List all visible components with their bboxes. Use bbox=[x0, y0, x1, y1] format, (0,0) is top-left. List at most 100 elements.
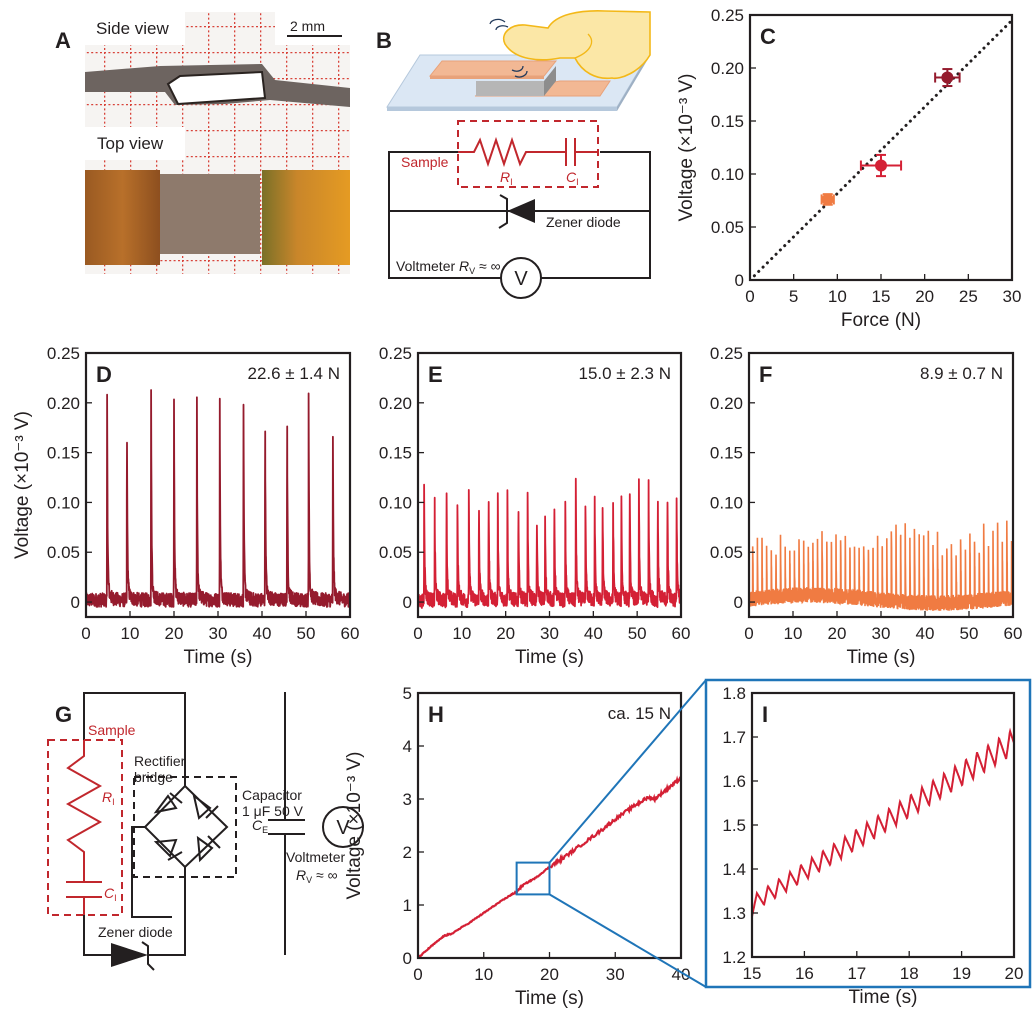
chart-e-ticks: 0 10 20 30 40 50 60 0 0.05 0.10 0.15 0.20 0.25 bbox=[379, 344, 691, 643]
y-tick-label: 0 bbox=[734, 593, 743, 612]
chart-i: 15 16 17 18 19 20 1.2 1.3 1.4 1.5 1.6 1.7 1.8 I Time… bbox=[722, 684, 1023, 1008]
zoom-connector-top bbox=[548, 679, 707, 864]
zener-diode-label: Zener diode bbox=[98, 924, 173, 940]
panel-a: A Side view 2 mm Top view bbox=[55, 12, 350, 274]
y-tick-label: 4 bbox=[403, 737, 412, 756]
x-tick-label: 10 bbox=[452, 624, 471, 643]
y-tick-label: 0 bbox=[735, 271, 744, 290]
y-tick-label: 0 bbox=[403, 949, 412, 968]
x-tick-label: 25 bbox=[959, 287, 978, 306]
chart-i-ticks: 15 16 17 18 19 20 1.2 1.3 1.4 1.5 1.6 1.7 1.8 bbox=[722, 684, 1023, 983]
x-tick-label: 0 bbox=[413, 965, 422, 984]
y-tick-label: 0.05 bbox=[710, 543, 743, 562]
y-tick-label: 2 bbox=[403, 843, 412, 862]
x-tick-label: 18 bbox=[900, 964, 919, 983]
side-view-label-bg bbox=[85, 12, 185, 45]
vibration-mark-icon bbox=[489, 18, 509, 31]
substrate-edge bbox=[387, 107, 617, 111]
rectifier-diodes-icon bbox=[143, 784, 229, 869]
y-tick-label: 0.10 bbox=[710, 493, 743, 512]
y-tick-label: 0.15 bbox=[711, 112, 744, 131]
x-tick-label: 20 bbox=[828, 624, 847, 643]
y-tick-label: 0.05 bbox=[711, 218, 744, 237]
y-tick-label: 0.10 bbox=[47, 493, 80, 512]
y-tick-label: 0.05 bbox=[379, 543, 412, 562]
top-electrode bbox=[428, 60, 558, 77]
resistor-ri-icon bbox=[65, 740, 103, 882]
rectifier-bridge-box bbox=[133, 776, 237, 878]
chart-c-ylabel: Voltage (×10⁻³ V) bbox=[676, 74, 697, 222]
circuit-wires bbox=[83, 692, 305, 956]
y-tick-label: 0.05 bbox=[47, 543, 80, 562]
y-tick-label: 0.25 bbox=[379, 344, 412, 363]
panel-b: B Sample RI CI Zener diode bbox=[376, 10, 651, 299]
panel-letter-h: H bbox=[428, 702, 444, 727]
chart-i-marks bbox=[751, 727, 1015, 917]
chart-e: 0 10 20 30 40 50 60 0 0.05 0.10 0.15 0.20 0.25 E 15.… bbox=[379, 344, 691, 668]
y-tick-label: 1.5 bbox=[722, 816, 746, 835]
x-tick-label: 20 bbox=[915, 287, 934, 306]
fit-line bbox=[752, 18, 1014, 278]
side-view-sample bbox=[166, 70, 267, 106]
chart-d: 0 10 20 30 40 50 60 0 0.05 0.10 0.15 0.20 0.25 D 22.… bbox=[12, 344, 359, 668]
voltage-trace bbox=[417, 477, 682, 609]
chart-f: 0 10 20 30 40 50 60 0 0.05 0.10 0.15 0.20 0.25 F 8.9… bbox=[710, 344, 1023, 668]
chart-e-marks bbox=[417, 477, 682, 609]
resistor-ri-icon bbox=[458, 136, 566, 168]
chart-h-ylabel: Voltage (×10⁻³ V) bbox=[344, 752, 365, 900]
panel-letter-a: A bbox=[55, 28, 71, 53]
x-tick-label: 60 bbox=[1004, 624, 1023, 643]
zener-diode-label: Zener diode bbox=[546, 214, 621, 230]
chart-f-ticks: 0 10 20 30 40 50 60 0 0.05 0.10 0.15 0.20 0.25 bbox=[710, 344, 1023, 643]
voltage-trace bbox=[751, 727, 1015, 917]
x-tick-label: 50 bbox=[960, 624, 979, 643]
chart-f-marks bbox=[748, 520, 1014, 611]
x-tick-label: 40 bbox=[584, 624, 603, 643]
panel-letter-e: E bbox=[428, 362, 443, 387]
y-tick-label: 0.25 bbox=[47, 344, 80, 363]
x-tick-label: 10 bbox=[121, 624, 140, 643]
chart-d-ticks: 0 10 20 30 40 50 60 0 0.05 0.10 0.15 0.20 0.25 bbox=[47, 344, 360, 643]
x-tick-label: 30 bbox=[540, 624, 559, 643]
data-point bbox=[934, 68, 961, 88]
ci-label: CI bbox=[566, 169, 579, 187]
x-tick-label: 0 bbox=[744, 624, 753, 643]
data-point bbox=[820, 193, 835, 206]
voltmeter-symbol: V bbox=[514, 268, 528, 290]
x-tick-label: 17 bbox=[847, 964, 866, 983]
y-tick-label: 1.4 bbox=[722, 860, 746, 879]
x-tick-label: 10 bbox=[784, 624, 803, 643]
chart-h-xlabel: Time (s) bbox=[515, 988, 584, 1009]
chart-d-ylabel: Voltage (×10⁻³ V) bbox=[12, 411, 33, 559]
chart-c: C 0 5 10 15 20 25 30 0 0.05 0.10 0.15 0.20 0.25 Forc… bbox=[676, 6, 1021, 331]
y-tick-label: 1.2 bbox=[722, 948, 746, 967]
ci-label: CI bbox=[104, 885, 117, 903]
voltage-trace bbox=[85, 389, 351, 608]
x-tick-label: 30 bbox=[872, 624, 891, 643]
y-tick-label: 0.20 bbox=[710, 394, 743, 413]
y-tick-label: 0.20 bbox=[711, 59, 744, 78]
x-tick-label: 0 bbox=[81, 624, 90, 643]
x-tick-label: 16 bbox=[795, 964, 814, 983]
y-tick-label: 5 bbox=[403, 684, 412, 703]
rectifier-label-1: Rectifier bbox=[134, 753, 186, 769]
y-tick-label: 0.15 bbox=[47, 444, 80, 463]
panel-letter-i: I bbox=[762, 702, 768, 727]
ce-label: CE bbox=[252, 817, 268, 835]
y-tick-label: 0.10 bbox=[379, 493, 412, 512]
voltmeter-label: Voltmeter bbox=[286, 849, 345, 865]
x-tick-label: 5 bbox=[789, 287, 798, 306]
top-view-left-electrode bbox=[85, 170, 160, 265]
panel-letter-f: F bbox=[759, 362, 772, 387]
voltmeter-symbol: V bbox=[336, 817, 350, 839]
rectifier-label-2: bridge bbox=[134, 769, 173, 785]
chart-h-frame bbox=[416, 691, 683, 960]
x-tick-label: 40 bbox=[253, 624, 272, 643]
panel-letter-g: G bbox=[55, 702, 72, 727]
x-tick-label: 20 bbox=[1005, 964, 1024, 983]
chart-c-marks bbox=[752, 18, 1014, 278]
chart-f-force-annotation: 8.9 ± 0.7 N bbox=[920, 364, 1003, 383]
capacitor-label-2: 1 μF 50 V bbox=[242, 803, 304, 819]
